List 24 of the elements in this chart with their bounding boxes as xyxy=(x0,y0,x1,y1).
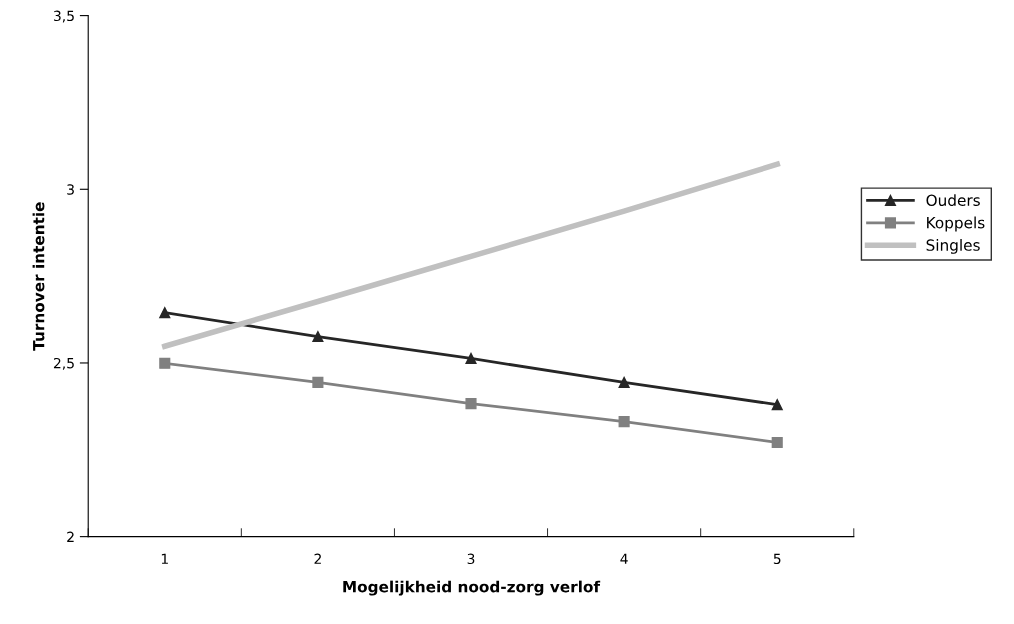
y-axis-title: Turnover intentie xyxy=(32,202,45,351)
x-tick-label: 4 xyxy=(620,553,628,564)
point xyxy=(465,398,477,410)
point xyxy=(465,352,477,365)
x-tick-label: 2 xyxy=(314,553,321,564)
x-tick-label: 5 xyxy=(773,553,781,565)
point xyxy=(159,307,171,319)
point xyxy=(312,331,324,343)
y-tick-label: 2,5 xyxy=(53,357,74,370)
x-axis-title: Mogelijkheid nood-zorg verlof xyxy=(343,580,601,596)
y-tick-label: 2 xyxy=(67,531,74,542)
point xyxy=(312,376,324,388)
y-tick-label: 3,5 xyxy=(53,10,74,23)
legend-label: Ouders xyxy=(926,194,980,207)
x-tick-label: 1 xyxy=(161,553,168,564)
point xyxy=(618,376,630,388)
point xyxy=(159,357,171,369)
point xyxy=(771,436,783,449)
legend-label: Singles xyxy=(926,239,980,254)
point xyxy=(771,399,783,411)
point xyxy=(618,416,630,428)
legend-label: Koppels xyxy=(927,216,985,232)
y-tick-label: 3 xyxy=(67,184,74,195)
x-tick-label: 3 xyxy=(467,553,475,565)
